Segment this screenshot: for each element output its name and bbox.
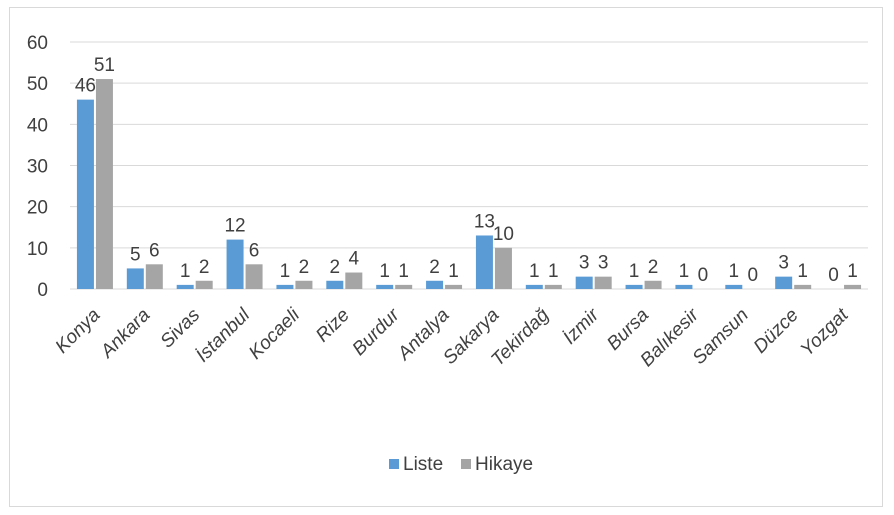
data-label: 0 — [828, 265, 839, 286]
bar-liste-11 — [625, 284, 643, 289]
bar-hikaye-14 — [794, 284, 812, 289]
y-tick-label: 30 — [27, 157, 48, 178]
bar-hikaye-5 — [345, 272, 363, 289]
x-category-label: Rize — [312, 305, 354, 347]
bar-liste-13 — [725, 284, 743, 289]
data-label: 1 — [729, 261, 740, 282]
legend-label-liste: Liste — [403, 454, 443, 475]
x-category-label: Samsun — [689, 305, 753, 369]
bar-hikaye-9 — [544, 284, 562, 289]
data-label: 5 — [130, 244, 141, 265]
data-label: 10 — [493, 224, 514, 245]
bar-liste-12 — [675, 284, 693, 289]
data-label: 12 — [224, 216, 245, 237]
bar-hikaye-3 — [245, 264, 263, 289]
bar-hikaye-11 — [644, 280, 662, 289]
legend-swatch-liste — [389, 459, 399, 469]
legend-swatch-hikaye — [461, 459, 471, 469]
y-tick-label: 50 — [27, 74, 48, 95]
data-label: 6 — [149, 240, 160, 261]
x-category-label: İzmir — [559, 304, 603, 348]
bar-hikaye-0 — [95, 79, 113, 289]
bar-liste-10 — [575, 276, 593, 289]
bar-liste-3 — [226, 239, 244, 289]
data-label: 1 — [529, 261, 540, 282]
data-label: 1 — [679, 261, 690, 282]
x-category-label: İstanbul — [192, 304, 254, 366]
data-label: 6 — [249, 240, 260, 261]
data-label: 46 — [75, 76, 96, 97]
bar-hikaye-6 — [395, 284, 413, 289]
data-label: 1 — [797, 261, 808, 282]
bar-liste-4 — [276, 284, 294, 289]
bar-hikaye-1 — [145, 264, 163, 289]
data-label: 0 — [698, 265, 709, 286]
bar-liste-5 — [326, 280, 344, 289]
y-tick-label: 10 — [27, 239, 48, 260]
y-tick-label: 0 — [37, 280, 48, 301]
bar-liste-7 — [426, 280, 444, 289]
x-category-label: Ankara — [96, 305, 154, 363]
bar-liste-1 — [126, 268, 144, 289]
data-label: 1 — [448, 261, 459, 282]
chart-frame — [9, 7, 883, 507]
data-label: 2 — [429, 257, 440, 278]
bar-hikaye-2 — [195, 280, 213, 289]
data-label: 3 — [598, 253, 609, 274]
bar-liste-2 — [176, 284, 194, 289]
bar-liste-9 — [525, 284, 543, 289]
data-label: 4 — [349, 249, 360, 270]
bar-liste-6 — [376, 284, 394, 289]
data-label: 0 — [748, 265, 759, 286]
data-label: 3 — [579, 253, 590, 274]
data-label: 1 — [548, 261, 559, 282]
data-label: 1 — [847, 261, 858, 282]
y-tick-label: 40 — [27, 115, 48, 136]
x-category-label: Düzce — [750, 305, 803, 358]
data-label: 1 — [379, 261, 390, 282]
x-category-label: Konya — [52, 305, 105, 358]
bar-liste-14 — [775, 276, 793, 289]
x-category-label: Yozgat — [797, 304, 853, 360]
bar-liste-0 — [76, 99, 94, 289]
data-label: 1 — [398, 261, 409, 282]
data-label: 2 — [330, 257, 341, 278]
bar-hikaye-8 — [494, 247, 512, 289]
y-tick-label: 20 — [27, 198, 48, 219]
legend: Liste Hikaye — [389, 454, 533, 475]
y-tick-label: 60 — [27, 33, 48, 54]
bar-hikaye-10 — [594, 276, 612, 289]
bar-hikaye-4 — [295, 280, 313, 289]
data-label: 2 — [648, 257, 659, 278]
legend-label-hikaye: Hikaye — [475, 454, 533, 475]
data-label: 13 — [474, 211, 495, 232]
bar-liste-8 — [475, 235, 493, 289]
bar-hikaye-15 — [844, 284, 862, 289]
data-label: 3 — [778, 253, 789, 274]
y-axis-ticks: 0 10 20 30 40 50 60 — [27, 33, 48, 301]
bar-hikaye-7 — [445, 284, 463, 289]
data-label: 1 — [280, 261, 291, 282]
data-label: 51 — [94, 55, 115, 76]
data-label: 2 — [199, 257, 210, 278]
data-label: 1 — [629, 261, 640, 282]
bars — [76, 79, 862, 289]
gridlines — [70, 41, 868, 290]
data-label: 2 — [299, 257, 310, 278]
data-label: 1 — [180, 261, 191, 282]
x-category-label: Kocaeli — [245, 304, 304, 363]
